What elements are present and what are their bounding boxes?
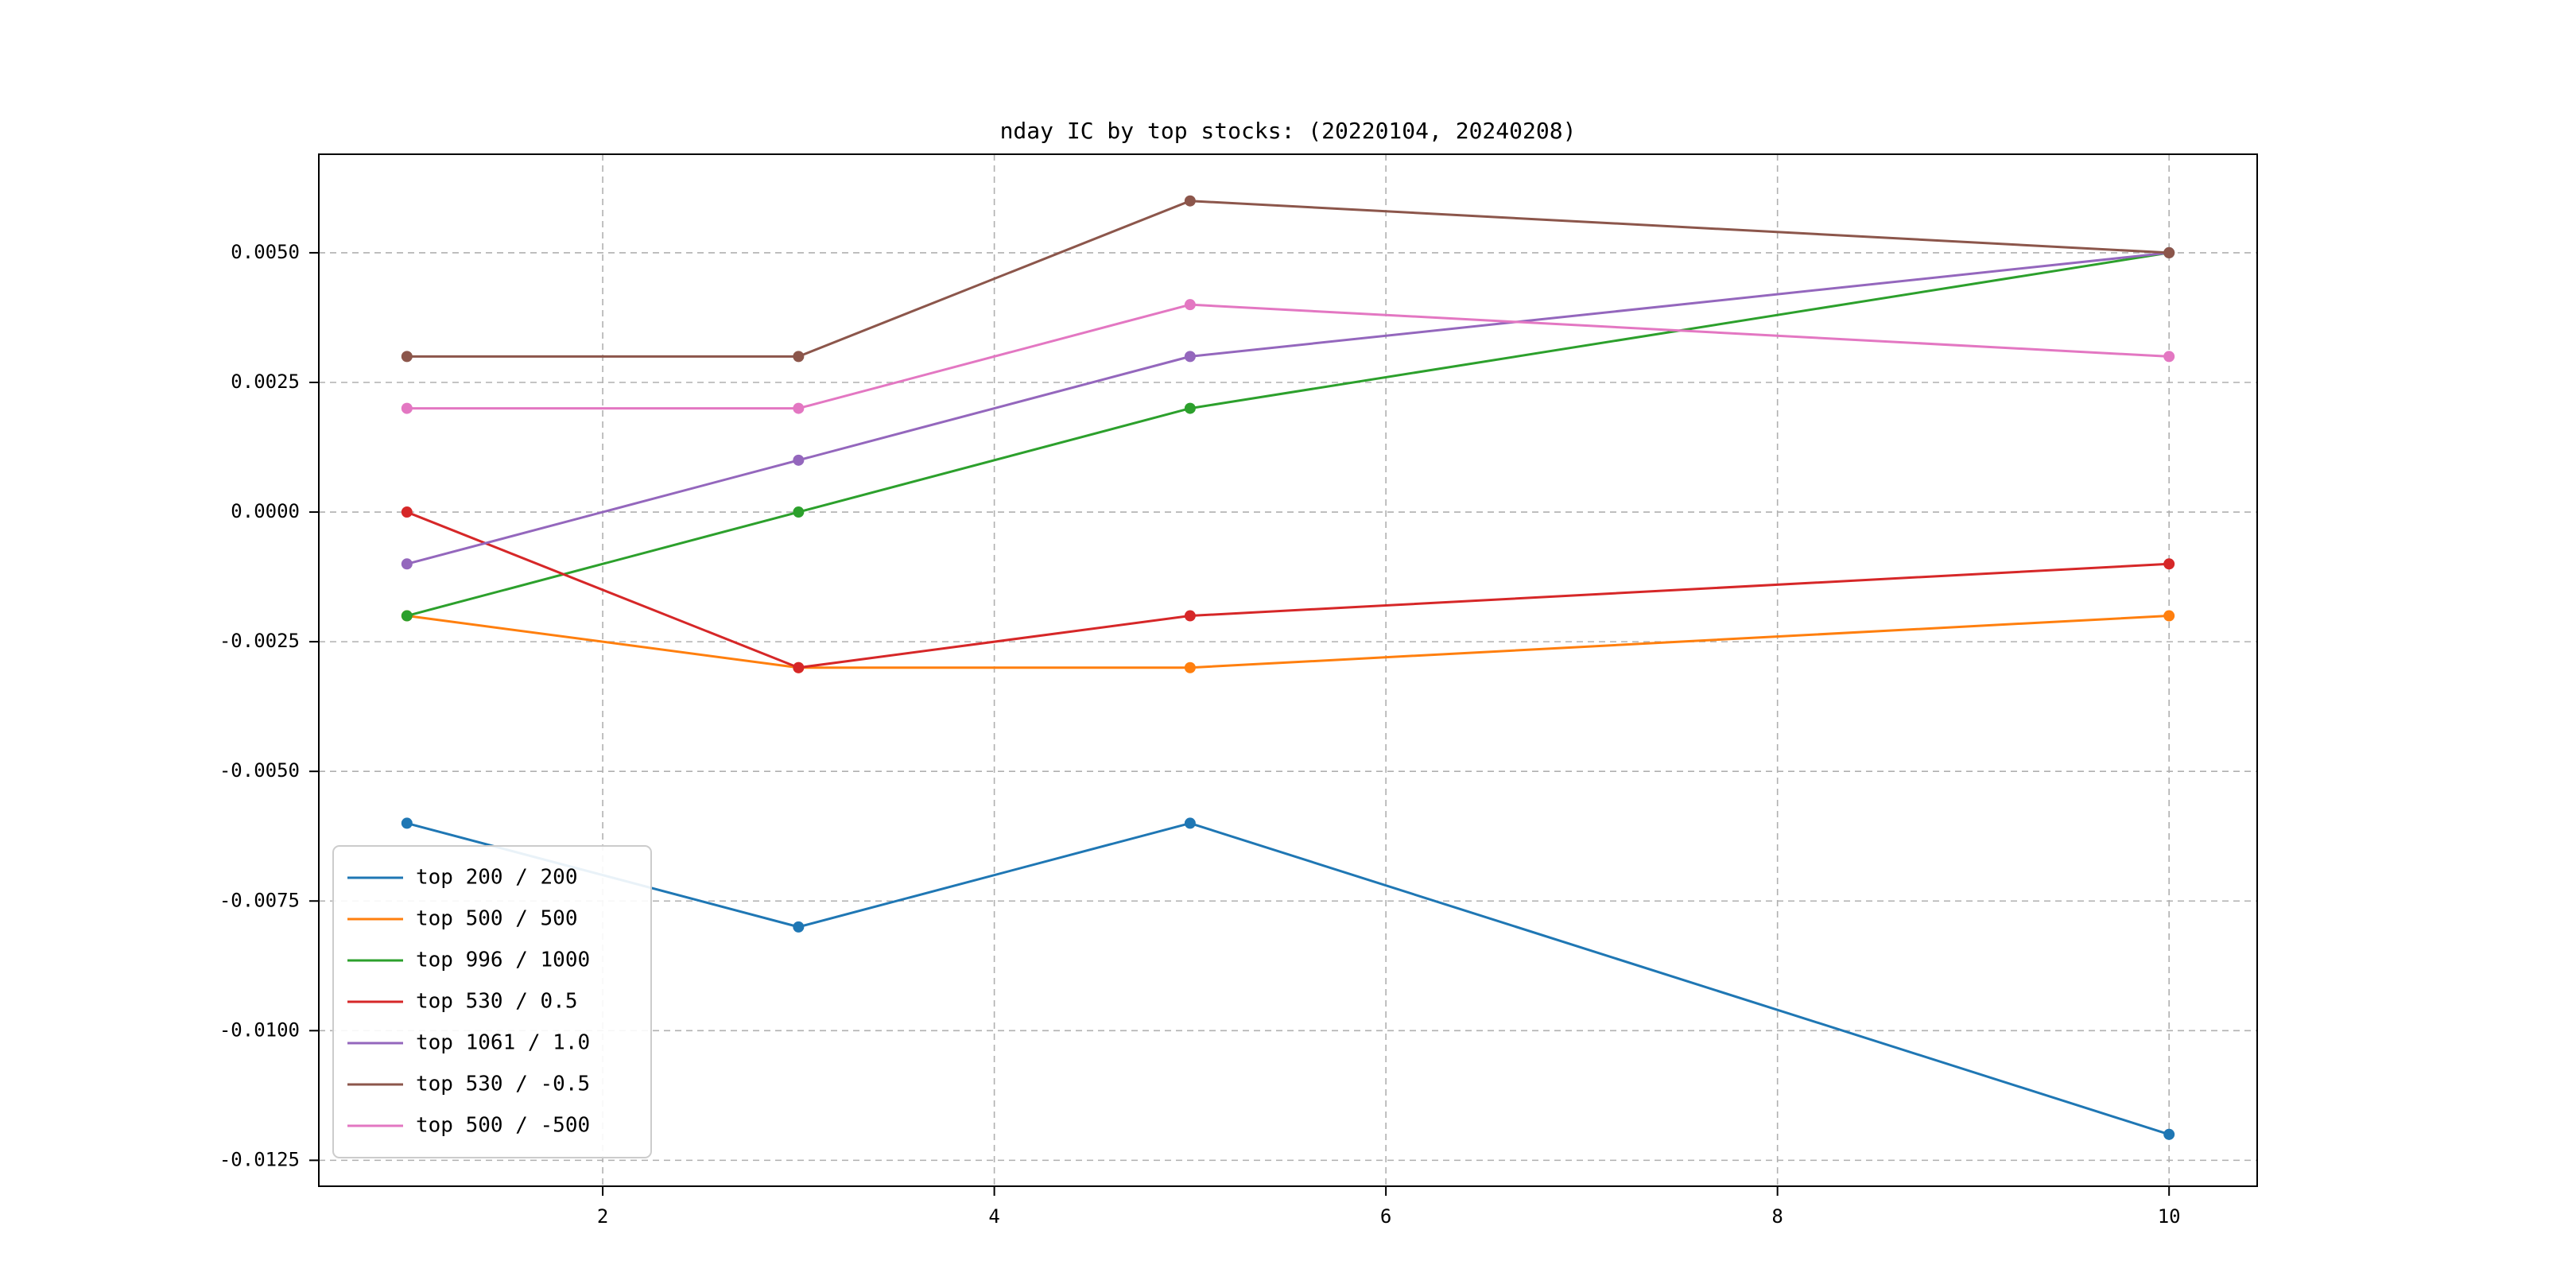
series-marker (1184, 351, 1196, 363)
series-marker (2163, 246, 2175, 258)
series-marker (793, 506, 805, 518)
series-marker (1184, 610, 1196, 622)
series-marker (1184, 195, 1196, 207)
series-marker (793, 351, 805, 363)
series-line (405, 303, 2171, 410)
series-line (405, 251, 2171, 618)
legend-label: top 1061 / 1.0 (416, 1031, 590, 1055)
y-tick-label: -0.0050 (219, 759, 300, 782)
series-marker (401, 402, 413, 414)
series-line (405, 200, 2171, 358)
series-marker (793, 661, 805, 673)
series-line (405, 821, 2171, 1136)
series-marker (793, 402, 805, 414)
x-tick-label: 6 (1380, 1205, 1391, 1228)
legend-label: top 500 / -500 (416, 1114, 590, 1138)
x-tick-label: 2 (597, 1205, 608, 1228)
legend-label: top 530 / 0.5 (416, 990, 578, 1014)
series-line (405, 615, 2171, 669)
y-tick-label: -0.0075 (219, 889, 300, 911)
series-marker (793, 454, 805, 466)
series-marker (1184, 817, 1196, 829)
series-marker (1184, 299, 1196, 311)
chart-title: nday IC by top stocks: (20220104, 202402… (999, 118, 1577, 144)
y-tick-label: -0.0100 (219, 1018, 300, 1041)
y-tick-label: 0.0025 (231, 370, 300, 393)
series-marker (401, 506, 413, 518)
series-line (405, 510, 2171, 669)
series-marker (2163, 1128, 2175, 1140)
legend-label: top 996 / 1000 (416, 949, 590, 972)
y-tick-label: -0.0025 (219, 630, 300, 652)
legend-label: top 530 / -0.5 (416, 1073, 590, 1096)
series-marker (401, 817, 413, 829)
series-marker (401, 610, 413, 622)
y-tick-label: 0.0050 (231, 241, 300, 263)
series-marker (793, 921, 805, 933)
series-marker (401, 558, 413, 570)
series-marker (1184, 402, 1196, 414)
legend-label: top 500 / 500 (416, 907, 578, 931)
y-tick-label: 0.0000 (231, 500, 300, 522)
series-marker (2163, 351, 2175, 363)
series-marker (2163, 558, 2175, 570)
axes-frame (318, 153, 2258, 1187)
y-tick-label: -0.0125 (219, 1148, 300, 1170)
x-tick-label: 10 (2158, 1205, 2181, 1228)
x-tick-label: 8 (1771, 1205, 1783, 1228)
series-marker (2163, 610, 2175, 622)
legend-label: top 200 / 200 (416, 866, 578, 890)
series-marker (1184, 661, 1196, 673)
legend-box (332, 845, 652, 1158)
series-line (405, 251, 2171, 565)
series-marker (401, 351, 413, 363)
x-tick-label: 4 (988, 1205, 999, 1228)
